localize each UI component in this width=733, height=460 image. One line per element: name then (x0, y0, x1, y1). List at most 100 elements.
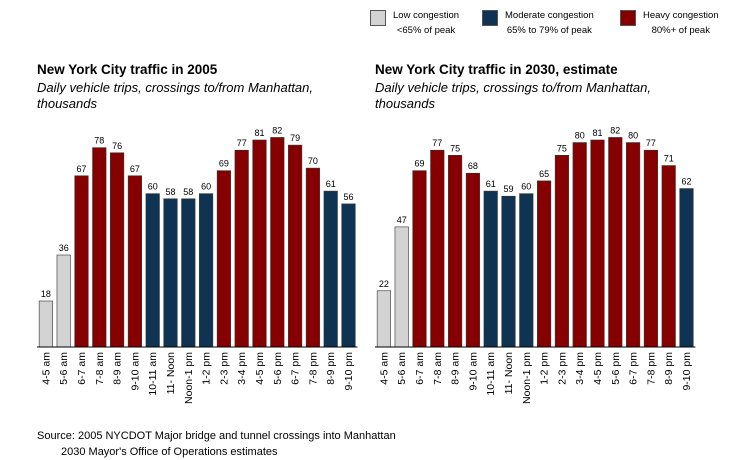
data-label: 47 (397, 215, 407, 225)
bar-chart-svg: 22 4-5 am 47 5-6 am 69 6-7 am 77 7-8 am 75 8-9 am… (375, 125, 696, 404)
bar-11-noon (163, 198, 178, 348)
bar-5-6-am (394, 226, 409, 348)
legend-swatch-heavy (620, 10, 636, 26)
bar-4-5-am (376, 290, 391, 348)
tick-label: 6-7 am (76, 352, 88, 385)
data-label: 70 (308, 156, 318, 166)
bar-8-9-pm (323, 190, 338, 348)
tick-label: 10-11 am (147, 352, 159, 396)
bar-8-9-am (448, 155, 463, 348)
chart-title: New York City traffic in 2030, estimate (375, 62, 618, 77)
legend-sublabel-low: <65% of peak (396, 25, 456, 36)
chart-title: New York City traffic in 2005 (37, 62, 218, 77)
data-label: 75 (557, 143, 567, 153)
legend-label-heavy: Heavy congestion (643, 10, 719, 21)
tick-label: 1-2 pm (201, 352, 213, 385)
legend-label-low: Low congestion (393, 10, 460, 21)
bar-6-7-am (74, 175, 89, 348)
data-label: 18 (41, 289, 51, 299)
bar-noon-1-pm (519, 193, 534, 348)
bar-10-11-am (145, 193, 160, 348)
data-label: 22 (379, 279, 389, 289)
tick-label: 3-4 pm (574, 352, 586, 385)
tick-label: 1-2 pm (539, 352, 551, 385)
tick-label: 8-9 am (112, 352, 124, 385)
data-label: 60 (521, 182, 531, 192)
data-label: 81 (592, 128, 602, 138)
data-label: 61 (326, 179, 336, 189)
data-label: 69 (219, 159, 229, 169)
data-label: 81 (254, 128, 264, 138)
legend: Low congestion <65% of peak Moderate con… (370, 8, 730, 44)
tick-label: 4-5 pm (592, 352, 604, 385)
bar-7-8-pm (305, 167, 320, 348)
chart-subtitle: Daily vehicle trips, crossings to/from M… (37, 80, 313, 111)
data-label: 77 (237, 138, 247, 148)
bar-10-11-am (483, 190, 498, 348)
bar-4-5-pm (590, 139, 605, 348)
data-label: 75 (450, 143, 460, 153)
source-line-1: Source: 2005 NYCDOT Major bridge and tun… (37, 430, 396, 442)
source-note: Source: 2005 NYCDOT Major bridge and tun… (37, 428, 396, 460)
tick-label: 5-6 am (396, 352, 408, 385)
tick-label: 6-7 am (414, 352, 426, 385)
bar-7-8-am (92, 147, 107, 348)
tick-label: 4-5 am (40, 352, 52, 385)
data-label: 76 (112, 141, 122, 151)
tick-label: 7-8 am (94, 352, 106, 385)
tick-label: 9-10 am (467, 352, 479, 391)
data-label: 59 (503, 184, 513, 194)
data-label: 36 (59, 243, 69, 253)
data-label: 77 (432, 138, 442, 148)
data-label: 71 (664, 154, 674, 164)
legend-label-moderate: Moderate congestion (505, 10, 594, 21)
data-label: 68 (468, 161, 478, 171)
tick-label: 7-8 am (432, 352, 444, 385)
bar-7-8-pm (643, 149, 658, 348)
bar-4-5-am (38, 300, 53, 348)
legend-swatch-moderate (482, 10, 498, 26)
tick-label: 5-6 pm (272, 352, 284, 385)
bar-8-9-pm (661, 165, 676, 348)
tick-label: 8-9 pm (325, 352, 337, 385)
bar-2-3-pm (216, 170, 231, 348)
data-label: 67 (76, 164, 86, 174)
legend-item-low: Low congestion <65% of peak (370, 8, 459, 38)
tick-label: 3-4 pm (236, 352, 248, 385)
data-label: 80 (628, 131, 638, 141)
data-label: 62 (681, 177, 691, 187)
data-label: 77 (646, 138, 656, 148)
bar-noon-1-pm (181, 198, 196, 348)
legend-sublabel-heavy: 80%+ of peak (651, 25, 710, 36)
tick-label: 11- Noon (165, 352, 177, 395)
bar-1-2-pm (199, 193, 214, 348)
legend-item-moderate: Moderate congestion 65% to 79% of peak (482, 8, 594, 38)
data-label: 60 (201, 182, 211, 192)
bar-6-7-pm (288, 144, 303, 348)
data-label: 58 (183, 187, 193, 197)
bar-9-10-pm (341, 203, 356, 348)
bar-5-6-am (56, 254, 71, 348)
tick-label: 7-8 pm (307, 352, 319, 385)
bar-2-3-pm (554, 155, 569, 348)
chart-2005: New York City traffic in 2005 Daily vehi… (37, 62, 377, 422)
data-label: 82 (610, 125, 620, 135)
tick-label: 2-3 pm (218, 352, 230, 385)
data-label: 60 (148, 182, 158, 192)
bar-9-10-pm (679, 188, 694, 348)
tick-label: Noon-1 pm (521, 352, 533, 404)
bar-5-6-pm (608, 137, 623, 348)
tick-label: 6-7 pm (628, 352, 640, 385)
tick-label: 8-9 pm (663, 352, 675, 385)
bar-4-5-pm (252, 139, 267, 348)
bar-3-4-pm (572, 142, 587, 348)
tick-label: 8-9 am (450, 352, 462, 385)
data-label: 79 (290, 133, 300, 143)
bar-1-2-pm (537, 180, 552, 348)
data-label: 56 (343, 192, 353, 202)
source-line-2: 2030 Mayor's Office of Operations estima… (61, 446, 278, 458)
data-label: 61 (486, 179, 496, 189)
data-label: 58 (165, 187, 175, 197)
data-label: 82 (272, 125, 282, 135)
legend-sublabel-moderate: 65% to 79% of peak (506, 25, 592, 36)
